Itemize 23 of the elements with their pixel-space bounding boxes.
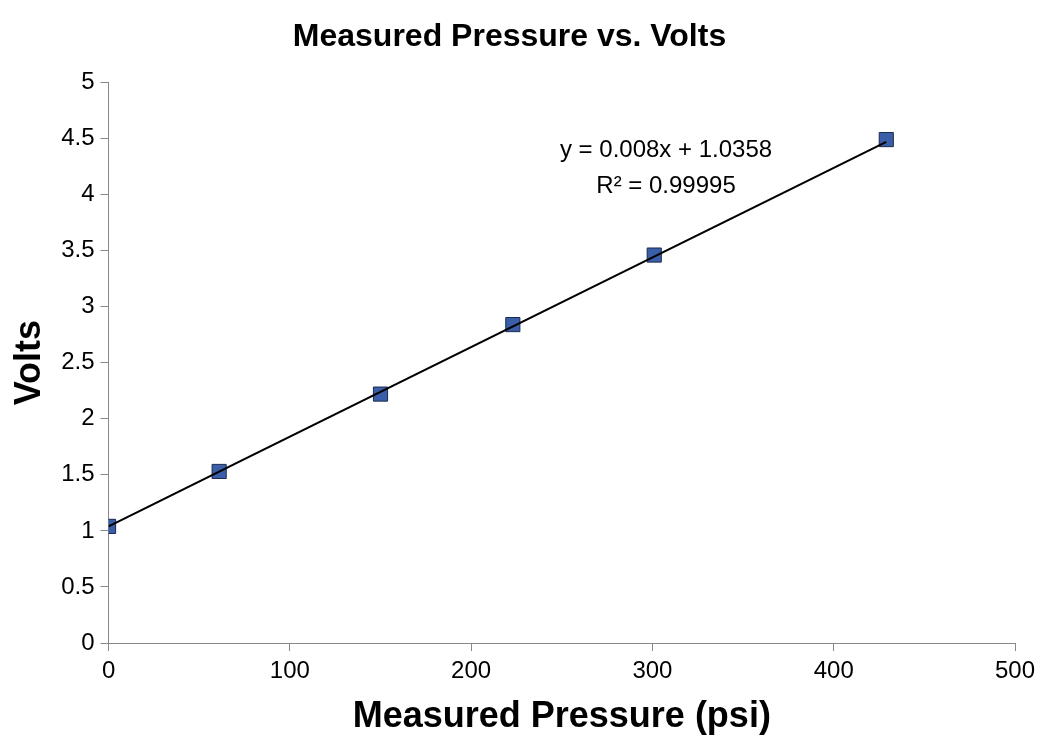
x-axis-title: Measured Pressure (psi) bbox=[352, 694, 771, 736]
x-tick-label: 300 bbox=[632, 656, 673, 684]
y-tick-label: 0.5 bbox=[61, 571, 95, 599]
y-tick-label: 1 bbox=[81, 515, 95, 543]
y-tick-label: 1.5 bbox=[61, 459, 95, 487]
y-tick-label: 2.5 bbox=[61, 347, 95, 375]
point bbox=[878, 132, 894, 148]
annotation: y = 0.008x + 1.0358 bbox=[559, 135, 773, 163]
x-tick-label: 100 bbox=[269, 656, 310, 684]
x-tick-label: 400 bbox=[813, 656, 854, 684]
x-tick-label: 500 bbox=[994, 656, 1036, 684]
annotation: R² = 0.99995 bbox=[596, 171, 736, 199]
chart-title: Measured Pressure vs. Volts bbox=[292, 17, 727, 54]
y-tick-label: 4.5 bbox=[61, 123, 95, 151]
y-tick-label: 3 bbox=[81, 291, 95, 319]
y-axis-title: Volts bbox=[6, 320, 48, 406]
x-tick-label: 200 bbox=[451, 656, 492, 684]
y-tick-label: 4 bbox=[81, 179, 95, 207]
y-tick-label: 5 bbox=[81, 67, 95, 95]
y-tick-label: 2 bbox=[81, 403, 95, 431]
y-tick-label: 3.5 bbox=[61, 235, 95, 263]
y-tick-label: 0 bbox=[81, 627, 95, 655]
x-tick-label: 0 bbox=[101, 656, 116, 684]
